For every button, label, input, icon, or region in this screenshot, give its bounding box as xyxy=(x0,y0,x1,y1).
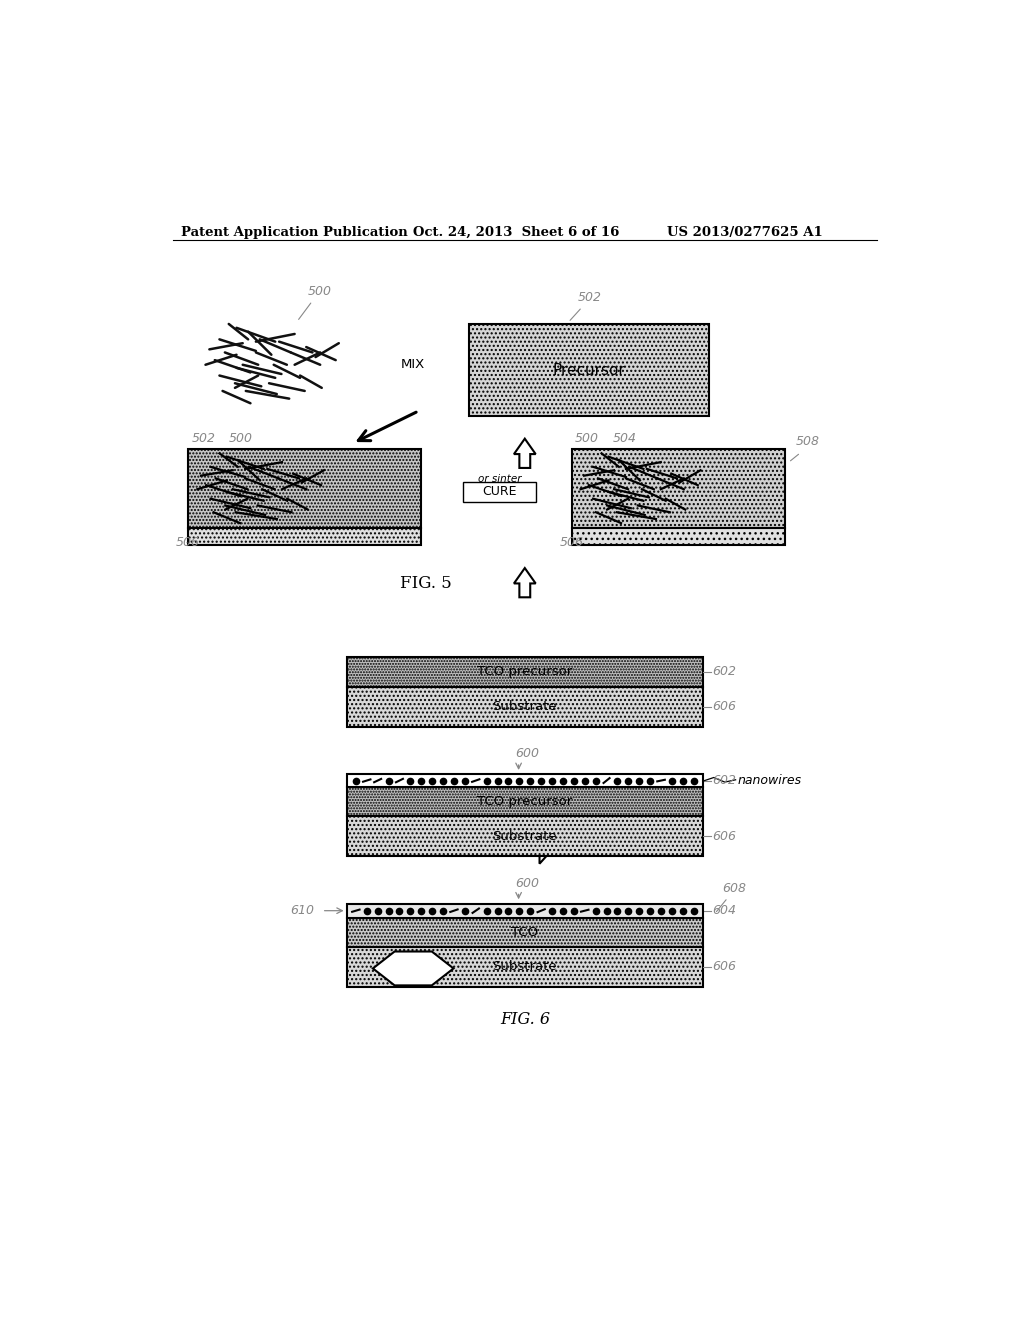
Text: 506: 506 xyxy=(176,536,200,549)
Text: 600: 600 xyxy=(515,876,540,890)
Text: US 2013/0277625 A1: US 2013/0277625 A1 xyxy=(667,226,822,239)
Polygon shape xyxy=(514,568,536,598)
Bar xyxy=(346,917,703,946)
Text: 602: 602 xyxy=(713,774,736,787)
Text: 506: 506 xyxy=(560,536,584,549)
Text: CURE: CURE xyxy=(482,486,517,499)
Text: 504: 504 xyxy=(612,432,636,445)
Bar xyxy=(572,449,785,528)
Bar xyxy=(572,528,785,545)
Text: Precursor: Precursor xyxy=(553,363,626,378)
Polygon shape xyxy=(460,821,559,863)
Text: Substrate: Substrate xyxy=(493,961,557,973)
Text: TCO precursor: TCO precursor xyxy=(477,665,572,678)
Bar xyxy=(346,787,703,816)
Text: 606: 606 xyxy=(713,961,736,973)
Bar xyxy=(188,449,421,528)
Text: TCO: TCO xyxy=(511,925,539,939)
Text: TCO precursor: TCO precursor xyxy=(477,795,572,808)
Polygon shape xyxy=(514,438,536,469)
Text: 508: 508 xyxy=(796,434,820,447)
Bar xyxy=(346,775,703,787)
Bar xyxy=(346,686,703,726)
Bar xyxy=(188,528,421,545)
FancyBboxPatch shape xyxy=(463,482,537,502)
Text: nanowires: nanowires xyxy=(737,774,801,787)
Text: 602: 602 xyxy=(713,665,736,678)
Text: or sinter: or sinter xyxy=(478,474,521,483)
Text: Substrate: Substrate xyxy=(493,700,557,713)
Text: 500: 500 xyxy=(308,285,332,298)
Text: FIG. 5: FIG. 5 xyxy=(400,576,453,593)
Text: MIX: MIX xyxy=(401,358,425,371)
Bar xyxy=(346,946,703,987)
Polygon shape xyxy=(373,952,454,985)
Text: 600: 600 xyxy=(515,747,540,760)
Text: 500: 500 xyxy=(228,432,253,445)
Text: 500: 500 xyxy=(574,432,598,445)
Text: 608: 608 xyxy=(722,882,746,895)
Text: 610: 610 xyxy=(290,904,314,917)
Bar xyxy=(469,323,710,416)
Bar xyxy=(346,657,703,686)
Text: 502: 502 xyxy=(191,432,215,445)
Text: Oct. 24, 2013  Sheet 6 of 16: Oct. 24, 2013 Sheet 6 of 16 xyxy=(414,226,620,239)
Bar xyxy=(346,904,703,917)
Text: FIG. 6: FIG. 6 xyxy=(500,1011,550,1028)
Text: 604: 604 xyxy=(713,904,736,917)
Text: 606: 606 xyxy=(713,700,736,713)
Text: 606: 606 xyxy=(713,829,736,842)
Text: 502: 502 xyxy=(578,290,601,304)
Text: Patent Application Publication: Patent Application Publication xyxy=(180,226,408,239)
Bar xyxy=(346,816,703,857)
Text: Substrate: Substrate xyxy=(493,829,557,842)
